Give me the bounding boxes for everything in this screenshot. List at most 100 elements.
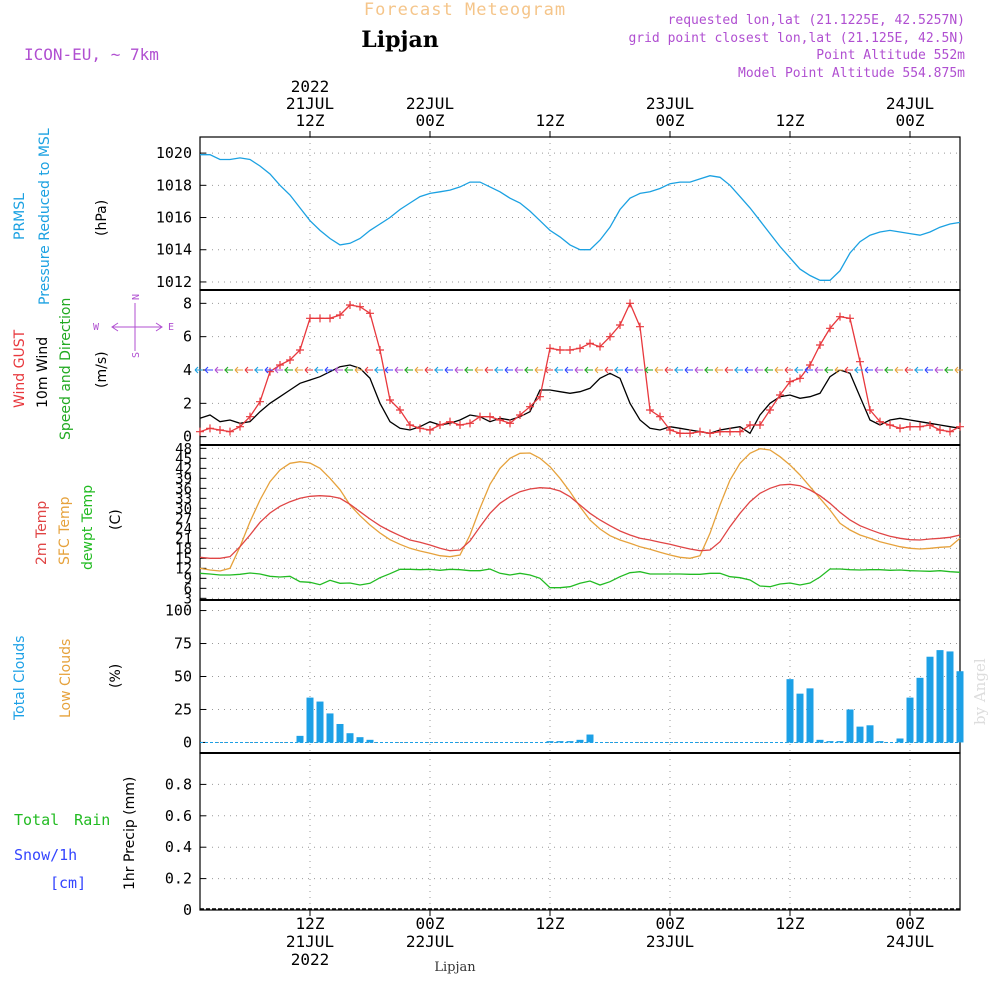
y-tick-label: 18 [175,541,192,557]
wind-gust-marker [446,417,454,426]
point-altitude: Point Altitude 552m [816,48,965,63]
temp-dewpt-line [199,568,961,589]
y-tick-label: 42 [175,461,192,477]
wind-direction-arrow [634,366,643,374]
cloud-bar [846,709,854,743]
wind-gust-marker [346,301,354,309]
wind-direction-arrow [374,366,383,374]
y-tick-label: 0 [183,428,192,446]
time-label-bottom: 21JUL [286,932,334,951]
wind-gust-marker [886,421,894,429]
grid-point-coords: grid point closest lon,lat (21.125E, 42.… [628,31,965,46]
cloud-bar [836,741,844,743]
temp-dewpt-label: dewpt Temp [80,485,96,570]
wind-gust-marker [206,424,214,433]
wind-direction-arrow [204,366,213,374]
panel-frame [199,136,961,291]
wind-direction-arrow [534,366,543,374]
wind-direction-arrow [414,366,423,374]
wind-gust-marker [796,374,804,383]
y-tick-label: 21 [175,531,192,547]
wind-direction-arrow [704,366,713,374]
wind-direction-arrow [334,366,343,374]
wind-direction-arrow [544,366,553,374]
compass-n: N [131,294,142,300]
compass-cross [111,303,163,351]
model-label: ICON-EU, ~ 7km [24,45,159,64]
wind-gust-marker [216,426,224,434]
wind-unit: (m/s) [94,351,110,388]
temp-sfc-line [199,448,961,572]
wind-direction-arrow [614,366,623,374]
wind-direction-arrow [314,366,323,374]
wind-gust-marker [626,299,634,308]
wind-direction-arrow [694,366,703,374]
wind-direction-arrow [784,366,793,374]
wind-gust-marker [546,344,554,353]
compass-s: S [131,352,142,358]
wind-gust-marker [406,421,414,429]
wind-gust-marker [766,406,774,414]
wind-gust-marker [636,322,644,331]
wind-gust-marker [896,424,904,433]
panel-precip: 0 0.2 0.4 0.6 0.8 [165,752,961,919]
y-tick-label: 2 [183,394,192,412]
cloud-bar [796,693,804,743]
wind-gust-marker [666,426,674,434]
cloud-bar [926,656,934,743]
y-tick-label: 0.6 [165,807,192,825]
wind-gust-marker [956,422,964,431]
time-label-top: 24JUL [886,94,934,113]
wind-direction-arrow [734,366,743,374]
precip-unit: 1hr Precip (mm) [122,777,138,890]
wind-gust-marker [656,412,664,421]
wind-gust-marker [196,427,204,436]
wind-gust-marker [786,377,794,386]
wind-direction-arrow [224,366,233,374]
y-tick-label: 3 [184,591,192,607]
wind-gust-marker [856,357,864,366]
wind-gust-marker [416,424,424,433]
cloud-bar [806,688,814,743]
wind-direction-arrow [744,366,753,374]
cloud-bar [576,739,584,743]
wind-gust-marker [596,342,604,351]
wind-direction-arrow [444,366,453,374]
wind-direction-arrow [934,366,943,374]
wind-gust-marker [936,426,944,434]
y-tick-label: 8 [183,294,192,312]
y-tick-label: 0.8 [165,775,192,793]
clouds-total-label: Total Clouds [12,636,28,721]
cloud-bar [786,679,794,743]
wind-gust-marker [706,429,714,438]
wind-direction-arrow [324,366,333,374]
wind-gust-marker [236,422,244,431]
wind-direction-arrow [384,366,393,374]
wind-direction-arrow [904,366,913,374]
wind-gust-marker [246,412,254,421]
wind-direction-arrow [524,366,533,374]
panel-frame [199,289,961,446]
wind-direction-label: Speed and Direction [58,298,74,440]
wind-direction-arrow [284,366,293,374]
wind-direction-arrow [474,366,483,374]
y-tick-label: 0 [183,901,192,919]
compass-w: W [93,322,100,333]
y-tick-label: 75 [174,635,192,653]
clouds-low-label: Low Clouds [58,639,74,718]
footer-location: Lipjan [434,960,476,975]
wind-direction-arrow [764,366,773,374]
y-tick-label: 4 [183,361,192,379]
y-tick-label: 12 [175,561,192,577]
cloud-bar [866,725,874,743]
wind-direction-arrow [424,366,433,374]
time-label-bottom: 00Z [896,914,925,933]
wind-direction-arrow [644,366,653,374]
wind-direction-arrow [844,366,853,374]
cloud-bar [556,741,564,743]
wind-gust-marker [476,412,484,421]
wind-gust-marker [576,344,584,353]
wind-direction-arrow [404,366,413,374]
wind-direction-arrow [234,366,243,374]
time-label-bottom: 12Z [536,914,565,933]
